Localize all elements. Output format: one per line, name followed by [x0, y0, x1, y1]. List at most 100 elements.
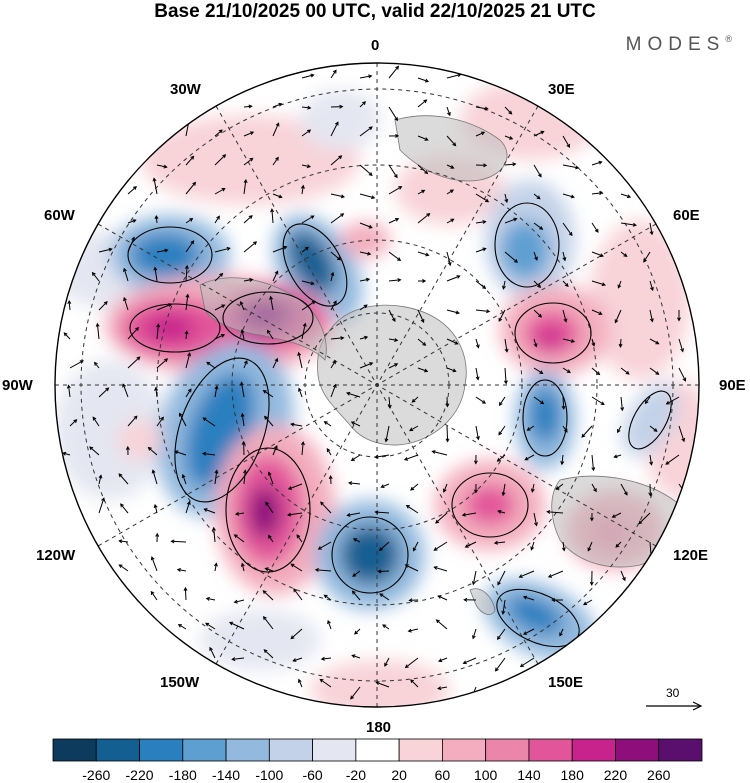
wind-arrow-head — [266, 329, 271, 334]
wind-arrow — [290, 563, 303, 572]
wind-arrow — [156, 417, 164, 427]
wind-arrow — [243, 241, 257, 253]
wind-arrow — [446, 425, 449, 442]
wind-arrow-head — [304, 246, 309, 251]
wind-arrow — [268, 535, 274, 543]
wind-arrow-head — [192, 181, 197, 186]
wind-arrow — [388, 218, 399, 224]
wind-arrow — [504, 163, 516, 166]
wind-arrow — [617, 280, 622, 288]
wind-arrow-head — [234, 511, 240, 516]
wind-arrow — [649, 222, 653, 235]
wind-arrow-head — [101, 497, 105, 502]
wind-arrow-head — [449, 189, 454, 194]
wind-arrow — [413, 541, 419, 551]
wind-arrow — [435, 512, 448, 524]
wind-arrow-head — [395, 133, 400, 138]
wind-arrow — [649, 280, 654, 291]
wind-arrow — [214, 273, 223, 282]
wind-arrow-head — [394, 363, 399, 367]
wind-arrow-head — [496, 458, 501, 462]
wind-arrow — [352, 570, 361, 577]
wind-arrow — [213, 527, 216, 543]
wind-arrow — [327, 620, 332, 630]
wind-arrow-head — [575, 165, 580, 170]
wind-arrow — [298, 388, 303, 398]
wind-arrow-head — [648, 492, 653, 497]
wind-arrow-head — [156, 323, 161, 328]
wind-arrow — [379, 593, 390, 601]
wind-arrow-head — [164, 248, 169, 253]
wind-arrow — [272, 358, 278, 369]
wind-arrow — [385, 425, 390, 442]
wind-arrow-head — [338, 155, 343, 160]
wind-arrow — [502, 280, 506, 289]
wind-arrow — [446, 74, 461, 79]
wind-arrow-head — [183, 586, 188, 592]
wind-arrow — [229, 622, 245, 630]
colorbar-swatch — [225, 738, 270, 762]
wind-arrow-head — [435, 519, 440, 524]
wind-arrow — [405, 564, 419, 572]
wind-arrow — [94, 362, 100, 369]
wind-arrow-head — [275, 122, 280, 127]
wind-arrow-head — [363, 335, 369, 340]
wind-arrow-head — [367, 251, 372, 256]
wind-arrow-head — [422, 279, 427, 283]
wind-arrow — [156, 164, 167, 168]
wind-arrow — [446, 251, 451, 266]
wind-arrow-head — [397, 257, 402, 262]
wind-arrow-head — [407, 628, 412, 633]
wind-arrow — [524, 454, 535, 461]
wind-arrow — [417, 77, 429, 82]
wind-arrow — [120, 503, 129, 514]
wind-arrow — [475, 131, 485, 137]
wind-arrow-head — [265, 501, 269, 506]
wind-arrow-head — [228, 621, 234, 626]
wind-arrow-head — [253, 241, 258, 246]
wind-arrow — [417, 213, 430, 224]
wind-arrow-head — [290, 563, 295, 568]
wind-arrow — [241, 563, 245, 572]
wind-arrow-head — [250, 131, 255, 136]
colorbar-swatch — [658, 738, 703, 762]
wind-arrow — [591, 192, 603, 195]
wind-arrow-head — [677, 317, 681, 322]
wind-arrow-head — [601, 282, 607, 287]
wind-arrow-head — [476, 436, 480, 441]
wind-arrow-head — [332, 69, 337, 74]
label-120w: 120W — [36, 547, 76, 564]
wind-arrow-head — [411, 398, 416, 403]
wind-arrow — [127, 327, 139, 340]
brand-mark: ® — [725, 34, 732, 44]
wind-arrow — [204, 508, 216, 514]
wind-arrow — [214, 304, 225, 311]
wind-arrow-head — [482, 247, 487, 252]
wind-arrow-head — [650, 286, 654, 292]
wind-arrow-head — [614, 319, 619, 324]
wind-arrow-head — [330, 271, 335, 277]
wind-arrow-head — [461, 512, 466, 517]
wind-arrow-head — [340, 336, 345, 341]
wind-arrow — [475, 396, 486, 404]
wind-arrow-head — [497, 581, 501, 586]
wind-arrow — [320, 501, 332, 514]
wind-arrow-head — [368, 172, 373, 176]
wind-arrow — [504, 106, 512, 115]
wind-arrow — [324, 421, 332, 427]
wind-arrow-head — [485, 198, 490, 203]
wind-arrow — [301, 215, 314, 224]
wind-arrow-head — [481, 400, 487, 404]
wind-arrow-head — [264, 415, 268, 420]
wind-arrow-head — [262, 590, 267, 594]
wind-arrow-head — [105, 387, 110, 392]
wind-arrow — [179, 413, 187, 427]
colorbar-swatch — [312, 738, 357, 762]
wind-arrow-head — [153, 503, 158, 509]
wind-arrow-head — [563, 428, 568, 433]
wind-arrow-head — [375, 681, 380, 686]
wind-arrow — [462, 512, 477, 516]
wind-arrow — [438, 595, 448, 601]
wind-arrow — [263, 616, 274, 630]
wind-arrow-head — [530, 546, 535, 551]
